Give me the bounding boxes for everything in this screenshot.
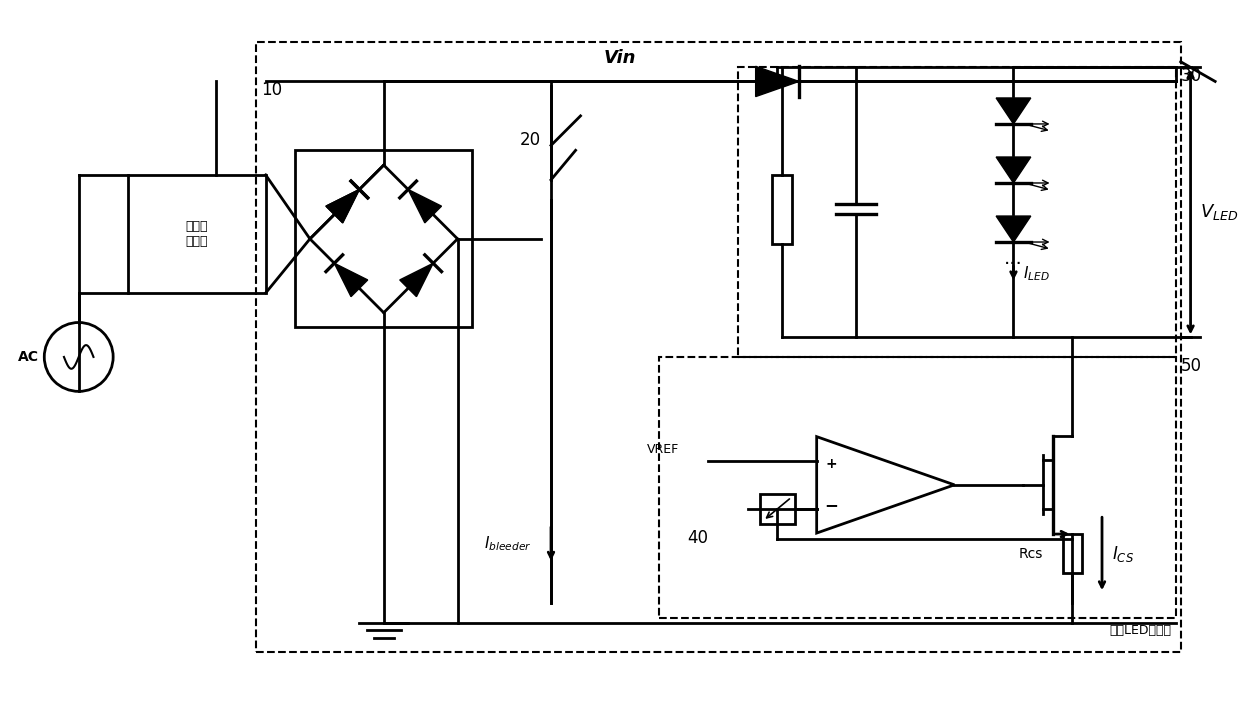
Text: ...: ... xyxy=(1004,249,1023,268)
Bar xyxy=(773,175,792,244)
Text: 20: 20 xyxy=(520,132,541,149)
Polygon shape xyxy=(335,263,368,297)
Polygon shape xyxy=(996,98,1030,124)
Text: Rcs: Rcs xyxy=(1018,547,1043,561)
Text: 10: 10 xyxy=(260,81,281,100)
Text: $I_{LED}$: $I_{LED}$ xyxy=(1023,264,1050,283)
Text: −: − xyxy=(825,496,838,515)
Polygon shape xyxy=(326,189,360,223)
Polygon shape xyxy=(755,66,799,97)
Polygon shape xyxy=(996,216,1030,242)
Text: 50: 50 xyxy=(1180,357,1202,375)
Text: 线性LED驱动器: 线性LED驱动器 xyxy=(1109,624,1171,638)
Bar xyxy=(128,175,265,293)
Text: $V_{LED}$: $V_{LED}$ xyxy=(1200,201,1239,222)
Text: $I_{CS}$: $I_{CS}$ xyxy=(1112,544,1133,563)
Text: AC: AC xyxy=(19,350,40,364)
Text: Vin: Vin xyxy=(604,49,636,66)
Text: $I_{bleeder}$: $I_{bleeder}$ xyxy=(484,534,531,554)
Polygon shape xyxy=(408,189,441,223)
Polygon shape xyxy=(326,189,360,223)
Text: VREF: VREF xyxy=(647,443,680,456)
Polygon shape xyxy=(996,157,1030,183)
Bar xyxy=(1063,534,1083,573)
Text: 可控硅
调光器: 可控硅 调光器 xyxy=(186,220,208,248)
Bar xyxy=(295,151,472,327)
Text: 40: 40 xyxy=(687,529,708,547)
Bar xyxy=(760,494,795,524)
Text: +: + xyxy=(826,457,837,471)
Polygon shape xyxy=(399,263,433,297)
Text: 30: 30 xyxy=(1180,66,1202,85)
